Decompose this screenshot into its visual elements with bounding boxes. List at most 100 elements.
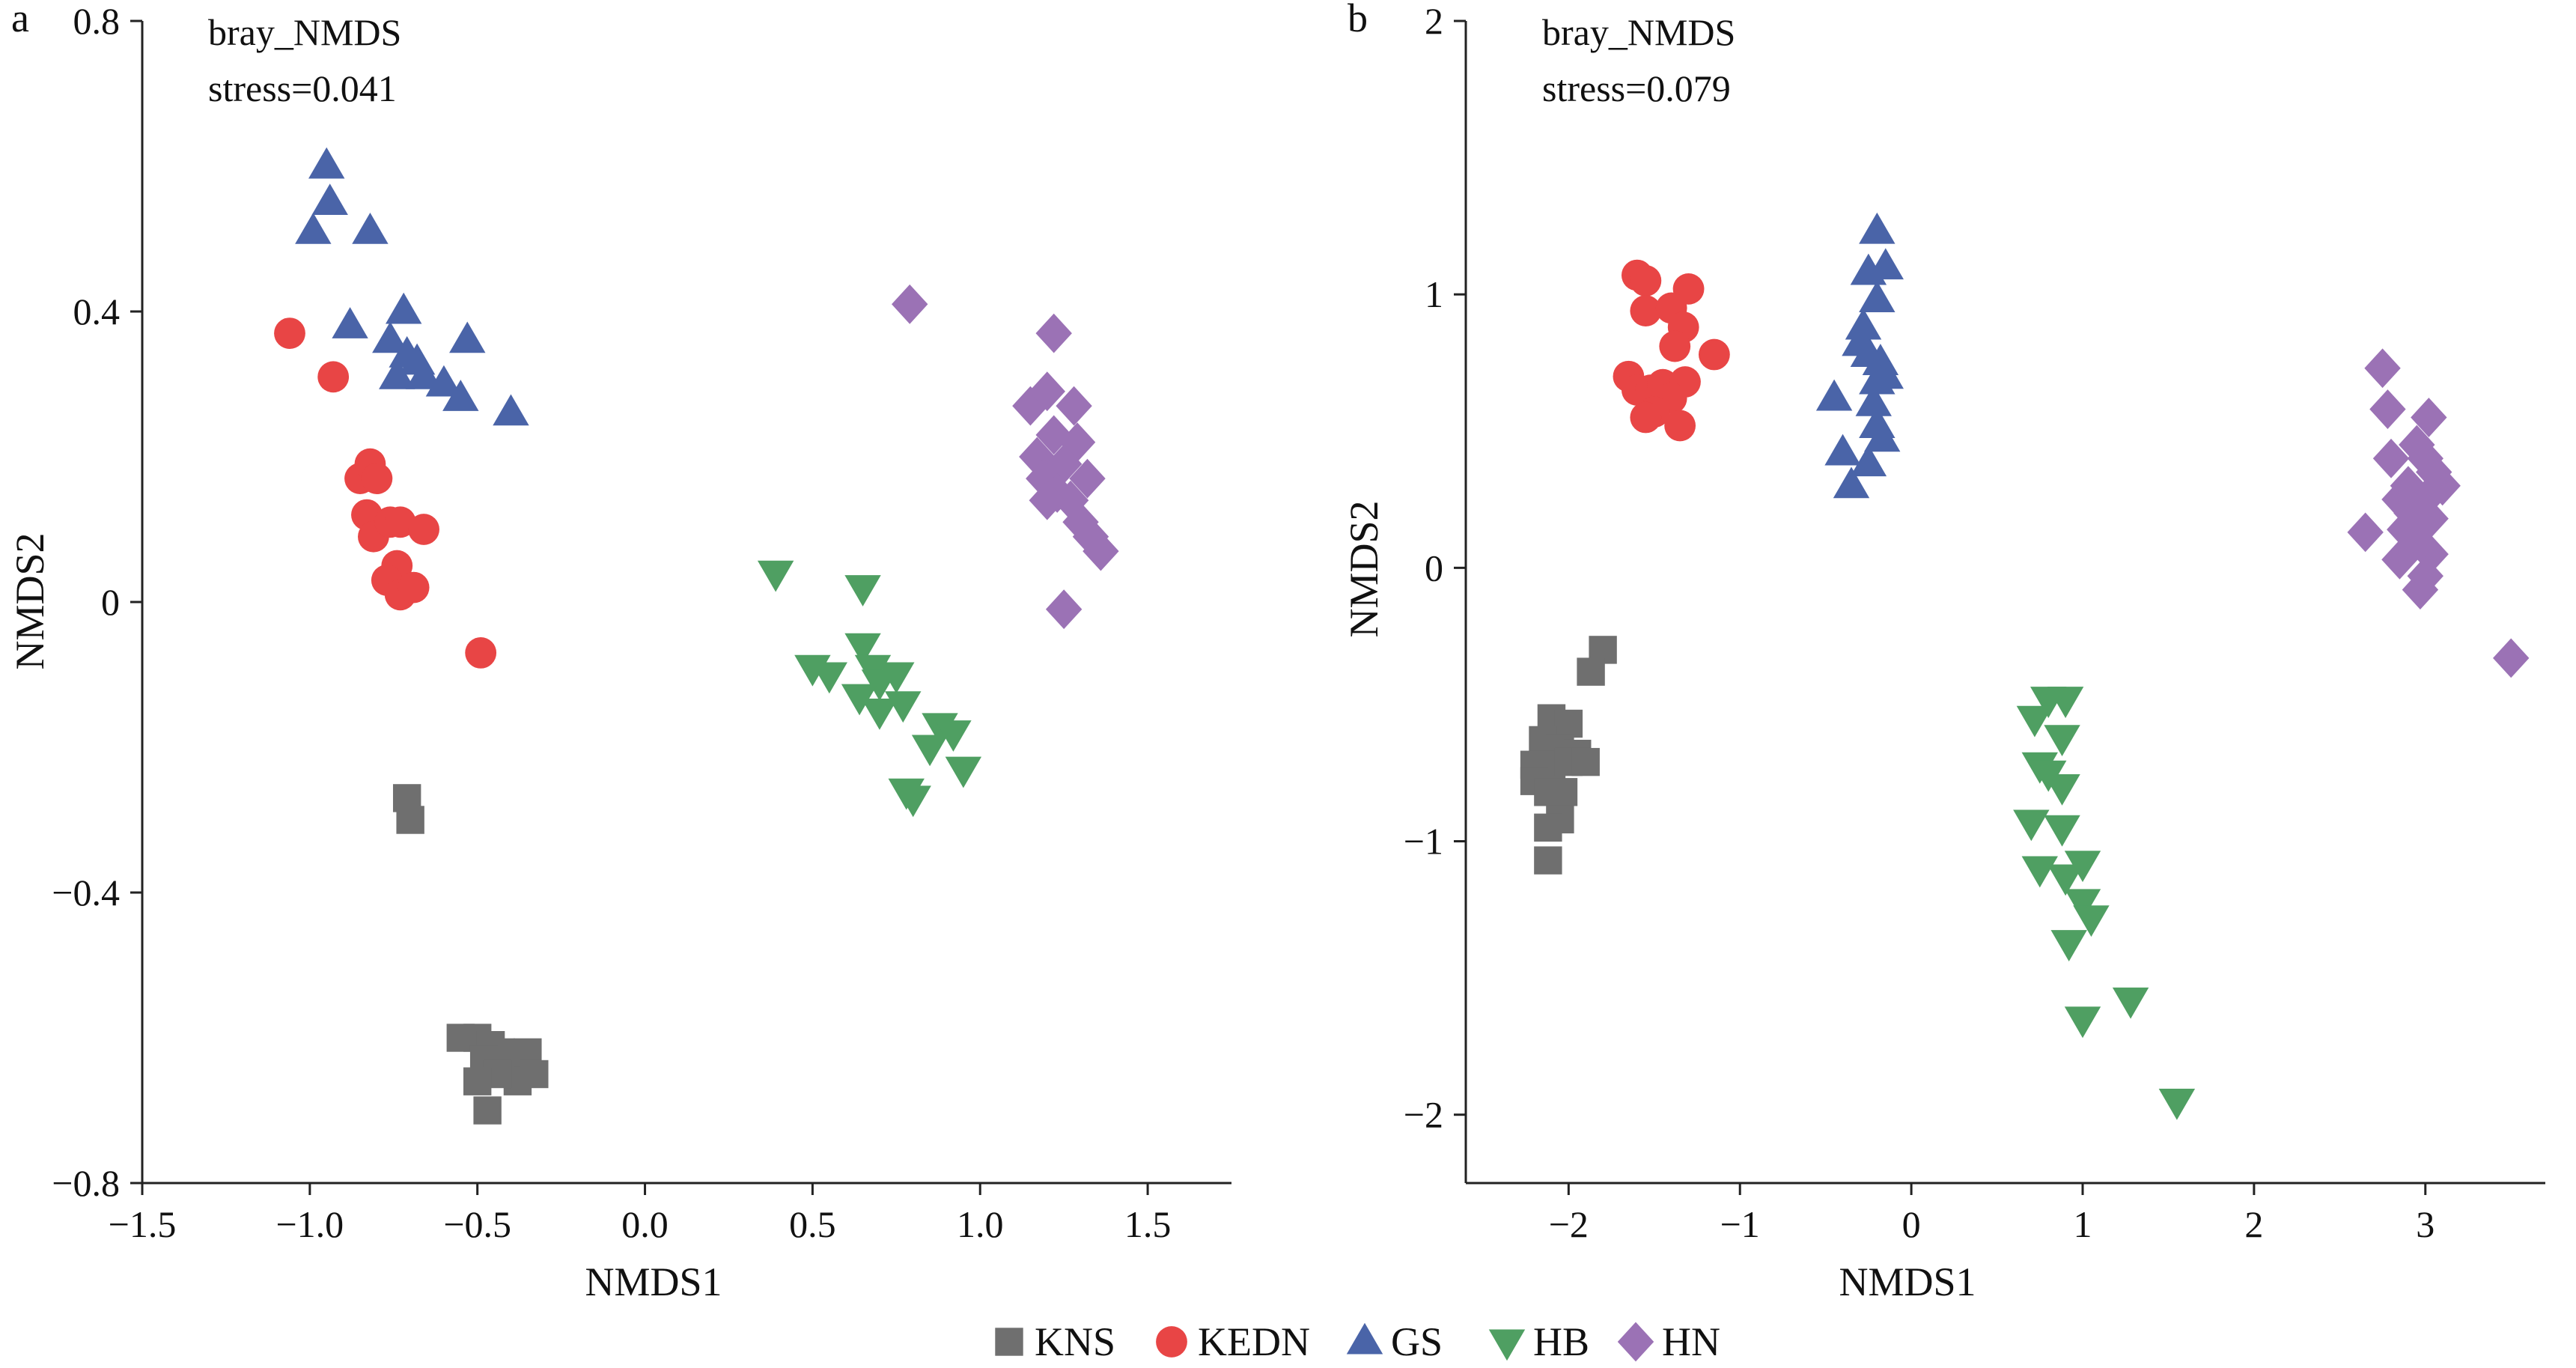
panel-b-point-hb: [2064, 851, 2101, 883]
panel-a-y-tick-label: −0.4: [52, 872, 120, 913]
panel-b-point-hb: [2112, 987, 2149, 1019]
panel-a-point-hb: [844, 633, 881, 665]
panel-a-x-tick-label: −1.5: [109, 1203, 177, 1245]
panel-b-point-kedn: [1630, 401, 1662, 434]
panel-a-point-hb: [885, 691, 922, 723]
panel-a-x-tick-label: −0.5: [443, 1203, 511, 1245]
legend-marker-hb: [1488, 1329, 1526, 1361]
panel-b-point-hb: [2044, 773, 2080, 806]
legend-label-hn: HN: [1662, 1319, 1720, 1364]
legend-item-gs: GS: [1346, 1319, 1443, 1364]
panel-b-y-tick-label: 2: [1425, 0, 1443, 42]
panel-b-ylabel: NMDS2: [1342, 500, 1386, 637]
panel-b-point-hn: [2411, 398, 2447, 437]
panel-a-x-tick-label: 0.5: [789, 1203, 836, 1245]
panel-a-point-kedn: [317, 361, 350, 393]
panel-b-point-kedn: [1630, 295, 1662, 326]
panel-b-point-kedn: [1630, 265, 1662, 297]
legend-item-kedn: KEDN: [1156, 1319, 1310, 1364]
panel-a-point-gs: [352, 213, 389, 244]
panel-b-point-hn: [2369, 389, 2406, 429]
panel-a-point-hb: [935, 720, 972, 752]
panel-a-points: [274, 147, 1119, 1125]
panel-b-point-kns: [1534, 846, 1562, 875]
panel-a-x-tick-label: 1.5: [1124, 1203, 1172, 1245]
panel-b-annotation-line2: stress=0.079: [1542, 67, 1731, 109]
panel-a-point-hb: [811, 662, 847, 694]
legend-marker-shape-hb: [1488, 1329, 1526, 1361]
panel-b-point-gs: [1859, 212, 1896, 244]
panel-a-point-gs: [386, 292, 422, 324]
panel-b-points: [1520, 212, 2530, 1120]
panel-b-point-gs: [1859, 362, 1896, 395]
panel-a-point-hb: [878, 662, 915, 694]
panel-b-axes: −2 −1 0 1 2 3 −2 −1 0 1 2: [1404, 0, 2545, 1245]
panel-a-y-tick-label: 0.4: [73, 291, 121, 332]
legend-marker-kns: [995, 1328, 1023, 1356]
panel-b-point-hn: [2407, 438, 2443, 478]
panel-b-point-kedn: [1659, 330, 1691, 362]
panel-a-point-hn: [1029, 480, 1065, 520]
panel-a-point-gs: [493, 394, 529, 426]
legend-item-hb: HB: [1488, 1319, 1589, 1364]
panel-a-point-hn: [1035, 313, 1072, 353]
panel-b-y-tick-label: −1: [1404, 821, 1443, 863]
panel-b-point-hb: [2016, 705, 2053, 738]
panel-b-point-gs: [1815, 379, 1853, 411]
panel-a-point-kedn: [274, 317, 305, 349]
panel-a-point-gs: [425, 365, 463, 397]
panel-b-x-tick-label: 3: [2416, 1203, 2435, 1245]
panel-b-point-hb: [2013, 809, 2050, 842]
panel-a-point-gs: [311, 183, 348, 215]
panel-b-point-hb: [2073, 905, 2110, 937]
panel-b-point-hb: [2050, 930, 2087, 961]
panel-a-series-gs: [295, 147, 529, 426]
panel-b-point-hb: [2047, 687, 2084, 718]
panel-b-y-tick-label: −2: [1404, 1094, 1443, 1136]
panel-a-point-hn: [1069, 458, 1106, 499]
panel-a-point-hn: [1045, 589, 1083, 630]
panel-a-point-kedn: [361, 463, 393, 494]
panel-a-point-kns: [463, 1067, 492, 1095]
panel-b-point-hb: [2044, 815, 2080, 847]
panel-a-series-kedn: [274, 317, 497, 669]
panel-b-point-kedn: [1664, 410, 1696, 442]
panel-a-point-kedn: [384, 506, 416, 538]
panel-b-point-hn: [2372, 438, 2410, 478]
panel-b-point-kedn: [1698, 338, 1730, 371]
panel-b-point-kns: [1549, 778, 1578, 806]
legend-marker-shape-gs: [1346, 1322, 1383, 1355]
legend-marker-shape-kedn: [1156, 1326, 1187, 1358]
panel-a-xlabel: NMDS1: [585, 1259, 722, 1304]
panel-a-x-tick-label: 1.0: [957, 1203, 1004, 1245]
panel-b-x-tick-label: 1: [2074, 1203, 2092, 1245]
panel-a-x-tick-label: −1.0: [275, 1203, 344, 1245]
panel-b-point-gs: [1850, 445, 1887, 477]
panel-b-point-hn: [2493, 638, 2530, 678]
panel-b-point-hn: [2402, 570, 2439, 609]
panel-a-point-gs: [442, 380, 479, 411]
panel-b-point-hb: [2064, 889, 2101, 921]
panel-a-y-tick-label: 0: [101, 581, 120, 623]
panel-b-point-hb: [2158, 1088, 2196, 1120]
panel-b-series-hn: [2347, 348, 2530, 678]
panel-a-point-hb: [945, 756, 982, 788]
panel-b-point-kns: [1554, 709, 1583, 738]
panel-a-point-kedn: [465, 637, 497, 669]
panel-a-point-gs: [308, 147, 345, 179]
panel-b-y-tick-label: 0: [1425, 547, 1443, 589]
panel-a-point-gs: [379, 358, 415, 389]
panel-b-series-kns: [1520, 636, 1617, 875]
panel-a-label: a: [11, 0, 29, 40]
legend-label-hb: HB: [1533, 1319, 1589, 1364]
panel-a-series-kns: [392, 784, 549, 1125]
panel-a-point-hn: [892, 284, 928, 324]
panel-b-point-gs: [1859, 281, 1896, 312]
panel-b-point-gs: [1845, 308, 1882, 340]
panel-a-point-gs: [332, 307, 368, 338]
panel-a-point-hn: [1056, 386, 1092, 426]
panel-a-point-kedn: [398, 571, 430, 604]
panel-b-point-gs: [1855, 384, 1892, 416]
panel-a-annotation-line1: bray_NMDS: [208, 11, 401, 53]
